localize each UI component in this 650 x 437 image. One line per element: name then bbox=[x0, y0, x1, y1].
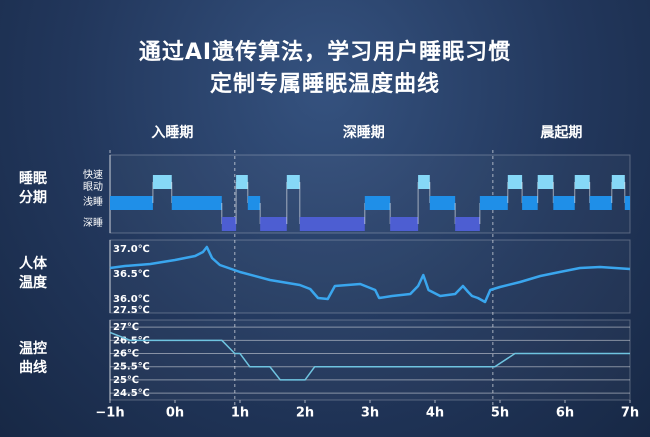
data-line bbox=[109, 245, 631, 304]
x-tick-label: 5h bbox=[491, 406, 509, 421]
stage-bar bbox=[574, 175, 590, 189]
stage-bar bbox=[429, 196, 456, 210]
x-tick-label: 7h bbox=[621, 406, 639, 421]
panel-title: 睡眠分期 bbox=[19, 171, 47, 206]
phase-label: 深睡期 bbox=[343, 124, 385, 141]
stage-bar bbox=[624, 196, 630, 210]
y-tick-label: 25.5℃ bbox=[113, 362, 150, 373]
data-line bbox=[109, 331, 630, 381]
stage-bar bbox=[152, 175, 172, 189]
y-tick-label: 27.5℃ bbox=[113, 305, 150, 316]
stage-bar bbox=[553, 196, 575, 210]
stage-bar bbox=[507, 175, 523, 189]
phase-label: 入睡期 bbox=[151, 125, 193, 141]
stage-label: 深睡 bbox=[83, 218, 103, 229]
x-tick-label: 2h bbox=[296, 406, 314, 421]
stage-bar bbox=[611, 175, 625, 189]
stage-bar bbox=[364, 196, 391, 210]
stage-bar bbox=[171, 196, 222, 210]
stage-bar bbox=[418, 175, 430, 189]
stage-bar bbox=[537, 175, 554, 189]
y-tick-label: 36.0℃ bbox=[113, 294, 150, 305]
panel-frame bbox=[109, 319, 631, 401]
x-tick-label: 0h bbox=[166, 406, 184, 421]
title-line: 定制专属睡眠温度曲线 bbox=[209, 72, 440, 97]
y-tick-label: 24.5℃ bbox=[113, 388, 150, 399]
y-tick-label: 25℃ bbox=[113, 375, 139, 386]
phase-label: 晨起期 bbox=[540, 124, 582, 141]
y-tick-label: 36.5℃ bbox=[113, 269, 150, 280]
panel-title: 温控曲线 bbox=[19, 341, 47, 376]
y-tick-label: 26℃ bbox=[113, 349, 139, 360]
stage-bar bbox=[299, 217, 365, 231]
stage-label: 浅睡 bbox=[83, 197, 103, 208]
y-tick-label: 37.0℃ bbox=[113, 244, 150, 255]
stage-bar bbox=[522, 196, 538, 210]
x-tick-label: −1h bbox=[95, 406, 124, 421]
panel-title: 人体温度 bbox=[19, 256, 47, 291]
x-tick-label: 4h bbox=[426, 406, 444, 421]
stage-bar bbox=[110, 196, 153, 210]
stage-bar bbox=[455, 217, 480, 231]
panel-frame bbox=[109, 154, 631, 234]
x-tick-label: 3h bbox=[361, 406, 379, 421]
stage-bar bbox=[221, 217, 237, 231]
stage-bar bbox=[589, 196, 612, 210]
x-tick-label: 1h bbox=[231, 406, 249, 421]
panel-frame bbox=[109, 239, 631, 314]
stage-bar bbox=[236, 175, 248, 189]
stage-bar bbox=[260, 217, 287, 231]
x-tick-label: 6h bbox=[556, 406, 574, 421]
title-line: 通过AI遗传算法，学习用户睡眠习惯 bbox=[138, 40, 512, 65]
stage-bar bbox=[286, 175, 300, 189]
stage-bar bbox=[390, 217, 419, 231]
stage-label: 快速眼动 bbox=[83, 170, 103, 193]
y-tick-label: 27℃ bbox=[113, 322, 139, 333]
stage-bar bbox=[247, 196, 261, 210]
stage-bar bbox=[479, 196, 508, 210]
